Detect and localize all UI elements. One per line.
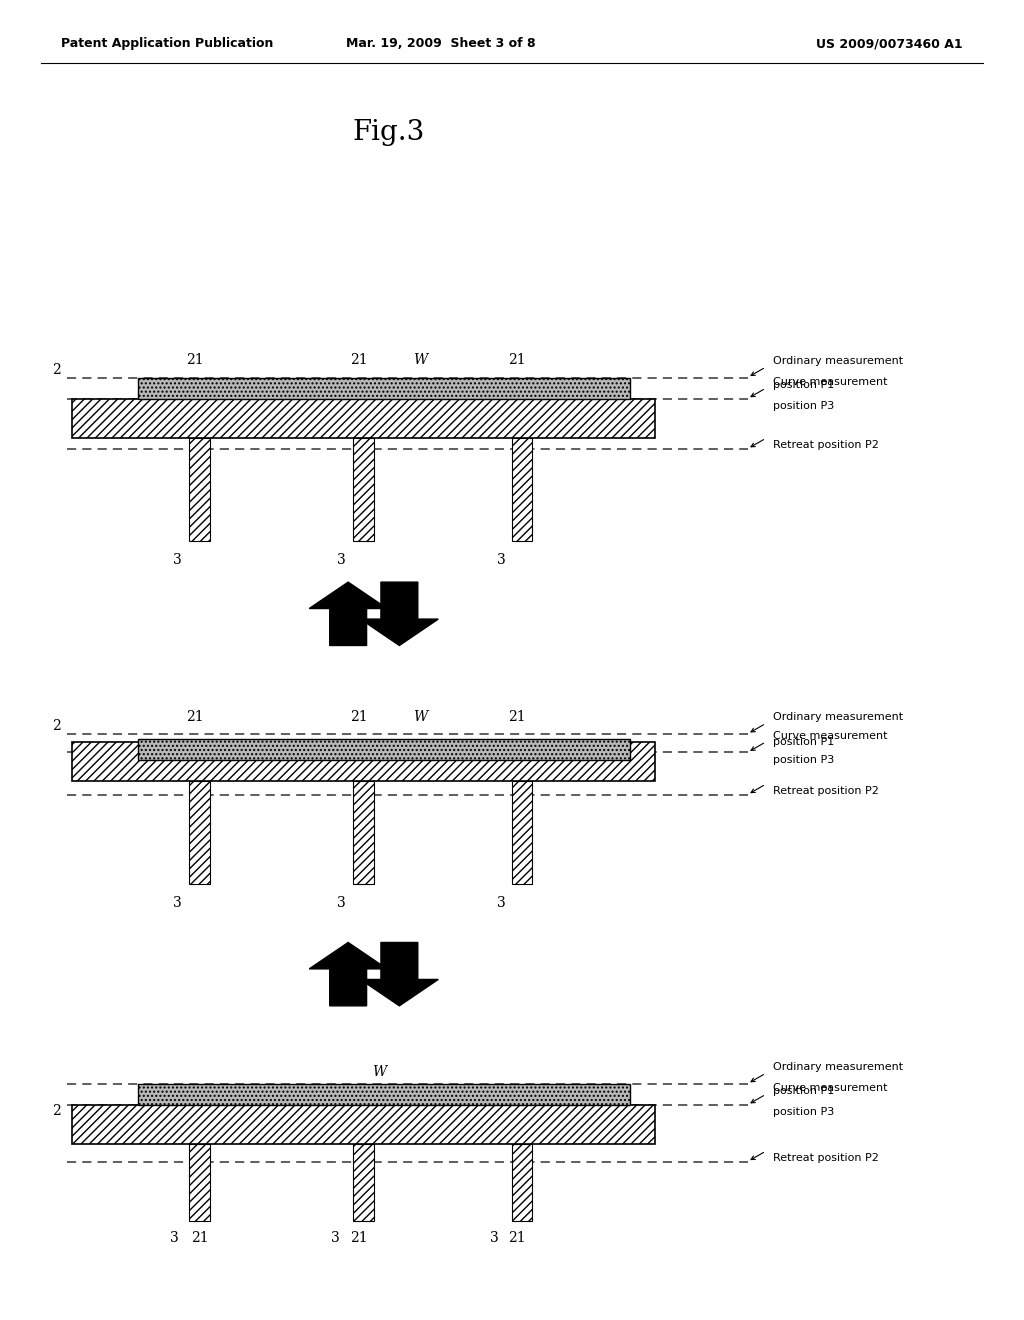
Text: Curve measurement: Curve measurement	[773, 1082, 888, 1093]
Text: 3: 3	[337, 896, 345, 909]
Text: position P3: position P3	[773, 755, 835, 766]
Text: position P3: position P3	[773, 401, 835, 412]
Bar	[353, 1144, 374, 1221]
Bar	[138, 1084, 630, 1105]
Text: 3: 3	[332, 1232, 340, 1245]
Polygon shape	[360, 582, 438, 645]
Text: W: W	[413, 354, 427, 367]
Text: 21: 21	[185, 710, 204, 723]
Text: position P1: position P1	[773, 737, 835, 747]
Bar	[138, 378, 630, 399]
Text: Curve measurement: Curve measurement	[773, 376, 888, 387]
Text: US 2009/0073460 A1: US 2009/0073460 A1	[816, 37, 963, 50]
Bar	[353, 438, 374, 541]
Text: 3: 3	[337, 553, 345, 566]
Text: Retreat position P2: Retreat position P2	[773, 785, 879, 796]
Text: 21: 21	[508, 710, 526, 723]
Text: Mar. 19, 2009  Sheet 3 of 8: Mar. 19, 2009 Sheet 3 of 8	[345, 37, 536, 50]
Text: Ordinary measurement: Ordinary measurement	[773, 355, 903, 366]
Text: 3: 3	[173, 896, 181, 909]
Bar	[353, 781, 374, 884]
Text: 3: 3	[490, 1232, 499, 1245]
Text: Retreat position P2: Retreat position P2	[773, 440, 879, 450]
Text: 2: 2	[52, 363, 60, 376]
Bar	[72, 742, 655, 781]
Bar	[72, 1105, 655, 1144]
Text: 3: 3	[498, 553, 506, 566]
Bar	[512, 1144, 532, 1221]
Bar	[512, 438, 532, 541]
Text: 21: 21	[349, 710, 368, 723]
Polygon shape	[360, 942, 438, 1006]
Bar	[72, 399, 655, 438]
Text: Curve measurement: Curve measurement	[773, 730, 888, 741]
Text: 21: 21	[349, 354, 368, 367]
Text: Fig.3: Fig.3	[353, 119, 425, 145]
Text: 3: 3	[498, 896, 506, 909]
Polygon shape	[309, 942, 387, 1006]
Text: W: W	[372, 1065, 386, 1078]
Text: 21: 21	[508, 354, 526, 367]
Text: 2: 2	[52, 719, 60, 733]
Text: 21: 21	[190, 1232, 209, 1245]
Polygon shape	[309, 582, 387, 645]
Text: Patent Application Publication: Patent Application Publication	[61, 37, 273, 50]
Text: W: W	[413, 710, 427, 723]
Text: 3: 3	[173, 553, 181, 566]
Bar	[189, 781, 210, 884]
Text: Ordinary measurement: Ordinary measurement	[773, 711, 903, 722]
Text: Ordinary measurement: Ordinary measurement	[773, 1061, 903, 1072]
Text: Retreat position P2: Retreat position P2	[773, 1152, 879, 1163]
Text: 21: 21	[508, 1232, 526, 1245]
Text: position P1: position P1	[773, 380, 835, 391]
Bar	[189, 438, 210, 541]
Text: 21: 21	[349, 1232, 368, 1245]
Text: 3: 3	[170, 1232, 178, 1245]
Bar	[138, 739, 630, 760]
Text: 21: 21	[185, 354, 204, 367]
Bar	[189, 1144, 210, 1221]
Text: position P3: position P3	[773, 1107, 835, 1118]
Text: position P1: position P1	[773, 1086, 835, 1097]
Bar	[512, 781, 532, 884]
Text: 2: 2	[52, 1105, 60, 1118]
